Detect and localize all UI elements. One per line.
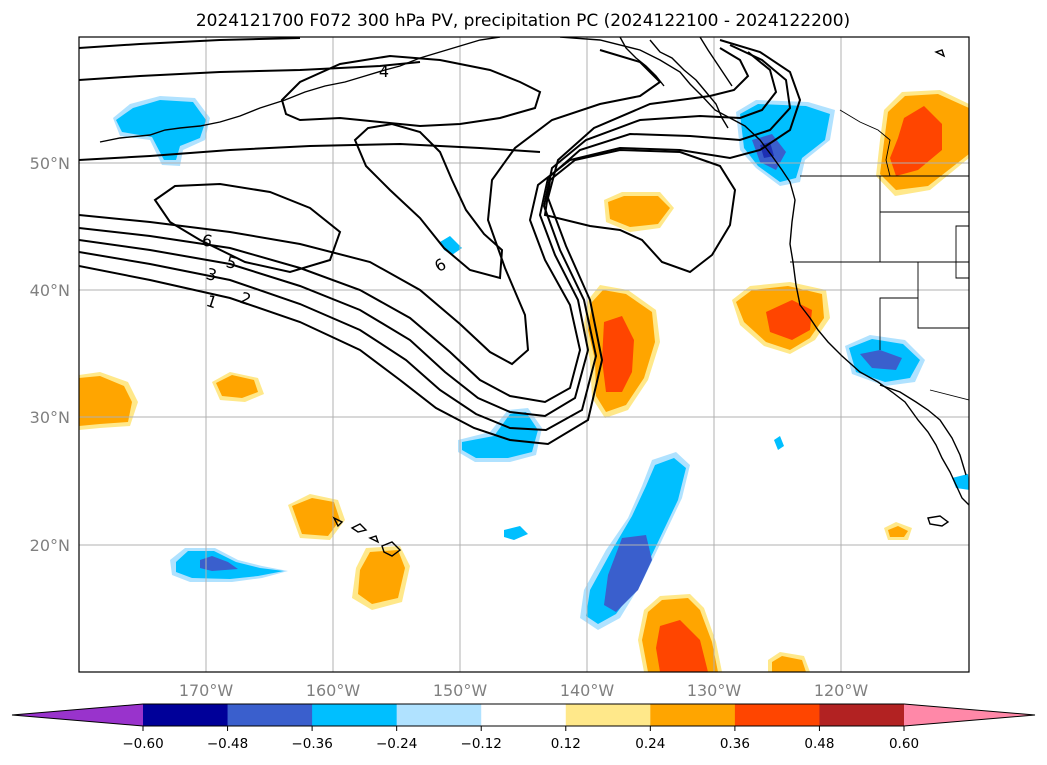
precip-blob-positive [583,285,660,418]
chart-title: 2024121700 F072 300 hPa PV, precipitatio… [196,11,850,31]
colorbar-segment [650,704,736,726]
colorbar-tick-label: −0.24 [376,736,417,752]
precip-blob-negative [504,526,528,540]
precip-blob-positive [604,192,674,232]
precip-blob-positive [638,594,722,672]
colorbar-tick-label: −0.36 [291,736,332,752]
colorbar-segment [565,704,651,726]
x-axis-labels: 170°W 160°W 150°W 140°W 130°W 120°W [179,681,869,700]
gridlines [79,37,969,672]
x-tick-label: 150°W [433,681,488,700]
x-tick-label: 160°W [306,681,361,700]
colorbar-tick-label: −0.60 [122,736,163,752]
precip-blob-negative [774,436,784,450]
contour-label: 4 [379,62,389,81]
precip-blob-negative [458,408,542,462]
colorbar-segment [734,704,820,726]
x-tick-label: 140°W [560,681,615,700]
precip-blob-positive [288,494,345,540]
y-tick-label: 20°N [30,536,70,555]
colorbar-segment [396,704,482,726]
colorbar-tick-label: 0.60 [889,736,919,752]
map-frame [78,36,970,673]
borders [790,109,969,401]
contour-label: 5 [224,252,239,273]
precip-blob-positive [212,372,264,402]
contour-label: 3 [204,264,219,285]
colorbar: −0.60 −0.48 −0.36 −0.24 −0.12 0.12 0.24 0.36 0.4… [11,703,1036,752]
precip-blob-positive [768,652,810,672]
precip-blob-positive [352,546,410,610]
y-tick-label: 50°N [30,154,70,173]
colorbar-extend-high [904,704,1035,726]
colorbar-tick-label: 0.24 [635,736,665,752]
precip-blob-positive [732,282,830,354]
precip-blob-negative [845,335,925,386]
y-tick-label: 40°N [30,281,70,300]
x-tick-label: 130°W [687,681,742,700]
pv-contours [79,37,802,446]
x-tick-label: 170°W [179,681,234,700]
colorbar-segment [481,704,567,726]
precip-blob-negative [170,548,288,582]
colorbar-tick-label: 0.36 [720,736,750,752]
map-area: 1 2 3 5 6 6 4 [79,37,969,672]
precip-blob-positive [884,522,912,540]
x-tick-label: 120°W [814,681,869,700]
contour-label: 6 [200,230,214,251]
colorbar-tick-label: 0.48 [804,736,834,752]
colorbar-segment [227,704,313,726]
colorbar-segment [312,704,398,726]
precip-shading [79,90,969,672]
precip-blob-positive [79,372,138,430]
colorbar-segment [819,704,905,726]
y-tick-label: 30°N [30,408,70,427]
precip-blob-negative [580,452,690,630]
colorbar-tick-label: 0.12 [551,736,581,752]
colorbar-tick-label: −0.48 [207,736,248,752]
y-axis-labels: 50°N 40°N 30°N 20°N [30,154,70,555]
precip-blob-positive [876,90,969,196]
colorbar-extend-low [12,704,143,726]
colorbar-tick-label: −0.12 [461,736,502,752]
colorbar-segment [143,704,229,726]
coastlines [99,37,969,557]
